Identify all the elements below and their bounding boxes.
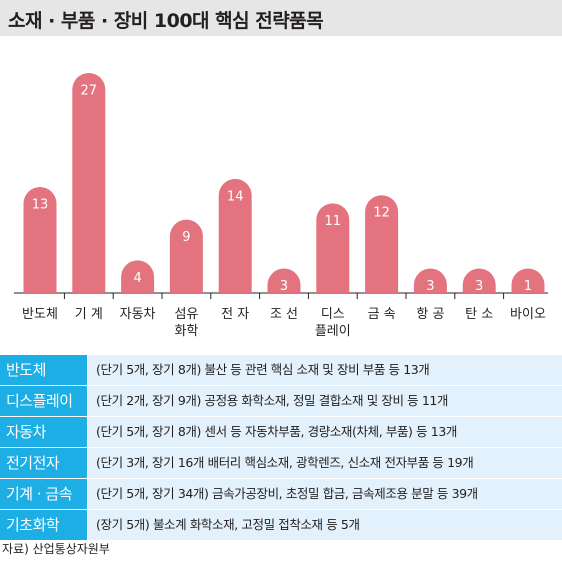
table-category: 기초화학 bbox=[0, 510, 87, 540]
category-label: 금 속 bbox=[368, 307, 396, 322]
category-label: 디스 bbox=[321, 307, 345, 322]
table-description: (단기 2개, 장기 9개) 공정용 화학소재, 정밀 결합소재 및 장비 등 … bbox=[88, 386, 562, 416]
bar bbox=[169, 219, 203, 293]
table-category: 자동차 bbox=[0, 417, 87, 447]
table-row: 전기전자 (단기 3개, 장기 16개 배터리 핵심소재, 광학렌즈, 신소재 … bbox=[0, 448, 562, 478]
bar-value-label: 13 bbox=[32, 198, 49, 213]
table-row: 반도체 (단기 5개, 장기 8개) 불산 등 관련 핵심 소재 및 장비 부품… bbox=[0, 355, 562, 385]
bar-value-label: 9 bbox=[182, 230, 190, 245]
table-row: 기계 · 금속 (단기 5개, 장기 34개) 금속가공장비, 초정밀 합금, … bbox=[0, 479, 562, 509]
category-label: 전 자 bbox=[221, 307, 249, 322]
table-description: (장기 5개) 불소계 화학소재, 고정밀 접착소재 등 5개 bbox=[88, 510, 562, 540]
bar-value-label: 12 bbox=[373, 206, 390, 221]
table-description: (단기 5개, 장기 8개) 불산 등 관련 핵심 소재 및 장비 부품 등 1… bbox=[88, 355, 562, 385]
bar bbox=[462, 268, 496, 293]
bar bbox=[23, 187, 57, 293]
category-label: 섬유 bbox=[174, 307, 198, 322]
bar bbox=[121, 260, 155, 293]
bar bbox=[365, 195, 399, 293]
bar bbox=[267, 268, 301, 293]
bar bbox=[72, 72, 106, 293]
strategy-table: 반도체 (단기 5개, 장기 8개) 불산 등 관련 핵심 소재 및 장비 부품… bbox=[0, 355, 562, 541]
bar-value-label: 27 bbox=[81, 83, 98, 98]
table-category: 기계 · 금속 bbox=[0, 479, 87, 509]
table-category: 전기전자 bbox=[0, 448, 87, 478]
table-description: (단기 3개, 장기 16개 배터리 핵심소재, 광학렌즈, 신소재 전자부품 … bbox=[88, 448, 562, 478]
table-description: (단기 5개, 장기 8개) 센서 등 자동차부품, 경량소재(차체, 부품) … bbox=[88, 417, 562, 447]
table-row: 디스플레이 (단기 2개, 장기 9개) 공정용 화학소재, 정밀 결합소재 및… bbox=[0, 386, 562, 416]
title-bar: 소재 · 부품 · 장비 100대 핵심 전략품목 bbox=[0, 0, 562, 36]
table-row: 기초화학 (장기 5개) 불소계 화학소재, 고정밀 접착소재 등 5개 bbox=[0, 510, 562, 540]
table-row: 자동차 (단기 5개, 장기 8개) 센서 등 자동차부품, 경량소재(차체, … bbox=[0, 417, 562, 447]
table-category: 반도체 bbox=[0, 355, 87, 385]
table-category: 디스플레이 bbox=[0, 386, 87, 416]
source-note: 자료) 산업통상자원부 bbox=[2, 542, 110, 556]
category-label: 자동차 bbox=[120, 307, 156, 322]
bar bbox=[316, 203, 350, 293]
page-title: 소재 · 부품 · 장비 100대 핵심 전략품목 bbox=[8, 10, 324, 32]
bar-value-label: 14 bbox=[227, 189, 244, 204]
table-description: (단기 5개, 장기 34개) 금속가공장비, 초정밀 합금, 금속제조용 분말… bbox=[88, 479, 562, 509]
bar-value-label: 3 bbox=[475, 279, 483, 294]
bar-value-label: 4 bbox=[133, 271, 141, 286]
bar-value-label: 11 bbox=[325, 214, 342, 229]
bar bbox=[511, 268, 545, 293]
category-label: 반도체 bbox=[22, 307, 58, 322]
category-label: 항 공 bbox=[416, 307, 444, 322]
category-label: 조 선 bbox=[270, 307, 298, 322]
category-label: 바이오 bbox=[510, 307, 546, 322]
category-label: 화학 bbox=[174, 324, 198, 339]
bar-value-label: 3 bbox=[426, 279, 434, 294]
category-label: 기 계 bbox=[75, 307, 103, 322]
category-label: 플레이 bbox=[315, 324, 351, 339]
category-label: 탄 소 bbox=[465, 307, 493, 322]
bar-value-label: 3 bbox=[280, 279, 288, 294]
bar bbox=[413, 268, 447, 293]
bar bbox=[218, 178, 252, 293]
bar-value-label: 1 bbox=[524, 279, 532, 294]
